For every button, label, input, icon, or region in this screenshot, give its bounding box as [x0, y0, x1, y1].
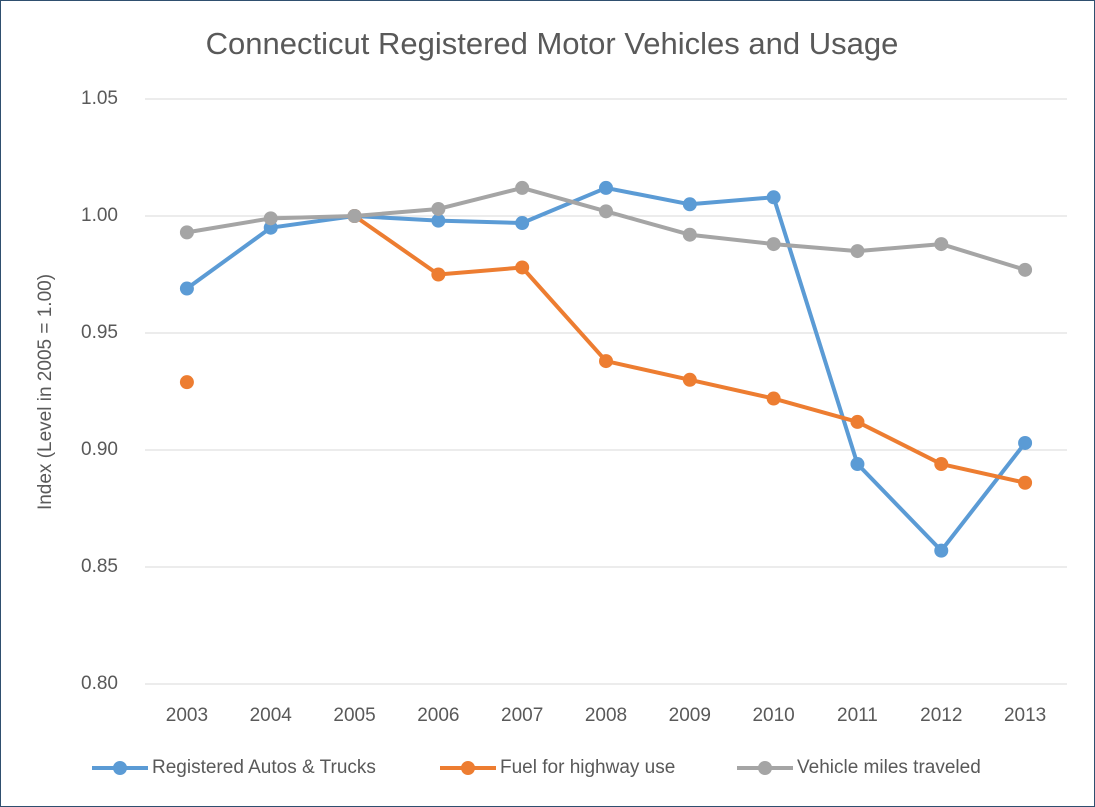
x-tick-label: 2010 [752, 705, 794, 726]
series-marker [347, 209, 362, 223]
x-tick-label: 2007 [501, 705, 543, 726]
series-marker [599, 354, 613, 369]
series-marker [179, 225, 194, 240]
series-marker [179, 375, 194, 390]
x-tick-label: 2006 [417, 705, 459, 726]
series-marker [766, 391, 781, 406]
series-marker [934, 457, 949, 472]
series-marker [682, 197, 697, 212]
y-axis-label: Index (Level in 2005 = 1.00) [35, 274, 56, 510]
y-tick-label: 0.95 [81, 322, 118, 343]
series-marker [1018, 262, 1033, 277]
series-marker [599, 180, 613, 195]
series-marker [431, 267, 446, 282]
series-marker [934, 543, 949, 558]
series-marker [515, 216, 530, 231]
x-tick-label: 2013 [1004, 705, 1046, 726]
series-marker [599, 204, 613, 219]
legend-marker [113, 761, 127, 775]
y-tick-label: 0.90 [81, 439, 118, 460]
series-marker [682, 372, 697, 387]
series-marker [850, 457, 865, 472]
legend-marker [758, 761, 772, 775]
y-tick-label: 0.85 [81, 556, 118, 577]
legend-label: Fuel for highway use [500, 757, 675, 778]
legend-marker [461, 761, 475, 775]
series-marker [515, 180, 530, 195]
x-tick-label: 2009 [669, 705, 711, 726]
series-marker [766, 190, 781, 205]
y-tick-label: 1.05 [81, 88, 118, 109]
series-marker [431, 201, 446, 216]
chart-title: Connecticut Registered Motor Vehicles an… [206, 26, 899, 61]
y-tick-label: 1.00 [81, 205, 118, 226]
x-tick-label: 2004 [250, 705, 293, 726]
series-marker [515, 260, 530, 275]
legend-label: Registered Autos & Trucks [152, 757, 376, 778]
x-tick-label: 2012 [920, 705, 962, 726]
series-marker [1018, 475, 1033, 490]
y-tick-label: 0.80 [81, 673, 118, 694]
series-marker [766, 237, 781, 252]
x-tick-label: 2005 [333, 705, 375, 726]
series-marker [934, 237, 949, 252]
series-marker [850, 414, 865, 429]
series-marker [1018, 435, 1033, 450]
series-marker [850, 244, 865, 259]
series-marker [682, 227, 697, 242]
x-tick-label: 2011 [837, 705, 878, 726]
x-tick-label: 2003 [166, 705, 208, 726]
legend-label: Vehicle miles traveled [797, 757, 981, 778]
series-marker [431, 213, 446, 228]
series-marker [263, 211, 278, 226]
series-marker [179, 281, 194, 296]
x-tick-label: 2008 [585, 705, 627, 726]
